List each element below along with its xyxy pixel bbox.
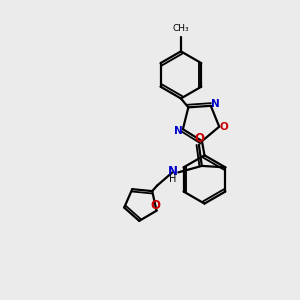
Text: CH₃: CH₃ [172, 24, 189, 33]
Text: O: O [220, 122, 229, 132]
Text: N: N [212, 99, 220, 109]
Text: N: N [173, 126, 182, 136]
Text: O: O [151, 199, 160, 212]
Text: N: N [167, 165, 177, 178]
Text: H: H [169, 174, 176, 184]
Text: O: O [194, 132, 204, 145]
